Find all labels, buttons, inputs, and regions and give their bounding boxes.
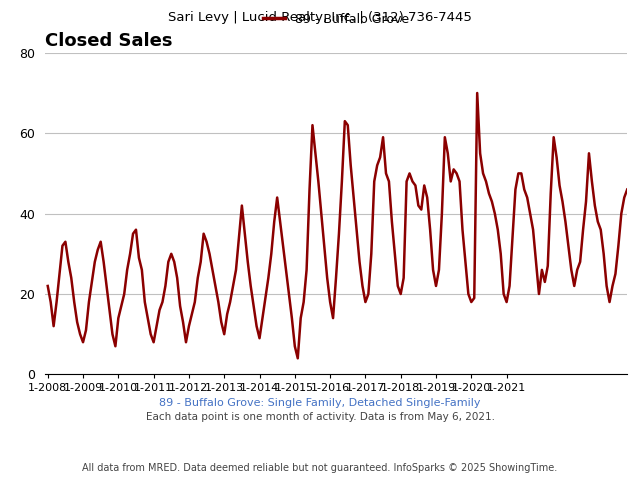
Text: All data from MRED. Data deemed reliable but not guaranteed. InfoSparks © 2025 S: All data from MRED. Data deemed reliable…: [83, 463, 557, 473]
Text: Sari Levy | Lucid Realty, Inc. | (312) 736-7445: Sari Levy | Lucid Realty, Inc. | (312) 7…: [168, 12, 472, 24]
Text: 89 - Buffalo Grove: Single Family, Detached Single-Family: 89 - Buffalo Grove: Single Family, Detac…: [159, 397, 481, 408]
Legend: 89 - Buffalo Grove: 89 - Buffalo Grove: [258, 8, 414, 31]
Text: Closed Sales: Closed Sales: [45, 33, 172, 50]
Text: Each data point is one month of activity. Data is from May 6, 2021.: Each data point is one month of activity…: [145, 412, 495, 422]
